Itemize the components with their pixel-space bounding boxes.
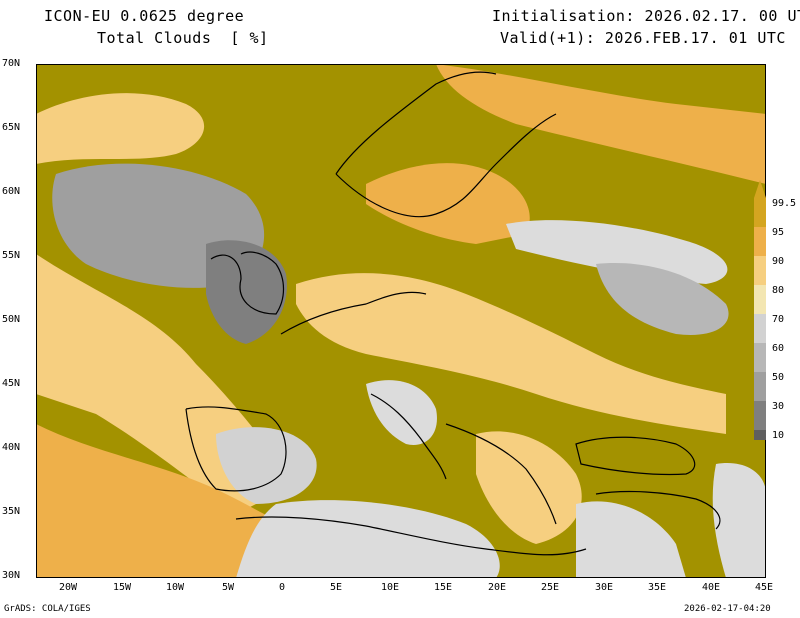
russia-grey	[596, 263, 729, 335]
lat-label-45n: 45N	[2, 378, 21, 389]
turkey-coast	[595, 490, 721, 530]
lon-label-5w: 5W	[222, 582, 235, 593]
legend-label-30: 30	[772, 401, 785, 412]
lon-label-45e: 45E	[755, 582, 774, 593]
legend-label-95: 95	[772, 227, 785, 238]
iberia-coast	[185, 406, 287, 492]
scandinavia-coast	[335, 71, 557, 218]
british-isles-coast	[210, 251, 285, 315]
lon-label-0: 0	[279, 582, 286, 593]
legend-label-80: 80	[772, 285, 785, 296]
lat-label-50n: 50N	[2, 314, 21, 325]
balkan-band	[476, 431, 582, 544]
iberia-clear	[216, 427, 317, 504]
lat-label-55n: 55N	[2, 250, 21, 261]
italy-clear	[366, 380, 437, 445]
black-sea-coast	[575, 436, 696, 476]
legend-label-50: 50	[772, 372, 785, 383]
cloud-cover-map: 70N 65N 60N 55N 50N 45N 40N 35N 30N 20W …	[2, 58, 773, 593]
central-europe-band	[296, 273, 726, 434]
map-canvas	[36, 64, 766, 578]
field-title: Total Clouds [ %]	[97, 29, 269, 47]
legend-swatch-99-5	[754, 198, 766, 227]
lon-label-15e: 15E	[434, 582, 453, 593]
lon-label-15w: 15W	[113, 582, 132, 593]
legend-swatch-10	[754, 430, 766, 440]
lon-label-20w: 20W	[59, 582, 78, 593]
legend-label-99-5: 99.5	[772, 198, 797, 209]
africa-coast	[235, 516, 587, 556]
lat-label-40n: 40N	[2, 442, 21, 453]
legend-swatch-30	[754, 401, 766, 430]
lon-label-30e: 30E	[595, 582, 614, 593]
lon-label-10w: 10W	[166, 582, 185, 593]
grads-credit: GrADS: COLA/IGES	[4, 604, 91, 614]
legend-swatch-70	[754, 314, 766, 343]
legend-label-10: 10	[772, 430, 785, 441]
legend-swatch-90	[754, 256, 766, 285]
legend-label-90: 90	[772, 256, 785, 267]
arctic-band	[436, 64, 766, 184]
legend-swatch-50	[754, 372, 766, 401]
coastlines	[185, 71, 721, 556]
model-title: ICON-EU 0.0625 degree	[44, 7, 245, 25]
legend-label-70: 70	[772, 314, 785, 325]
lon-label-25e: 25E	[541, 582, 560, 593]
valid-time: Valid(+1): 2026.FEB.17. 01 UTC	[500, 29, 786, 47]
middle-east-clear	[712, 463, 766, 578]
east-mediterranean-clear	[576, 501, 686, 578]
balkan-coast	[445, 423, 557, 525]
lat-label-70n: 70N	[2, 58, 21, 69]
north-africa-clear	[236, 500, 500, 578]
lat-label-60n: 60N	[2, 186, 21, 197]
lon-label-20e: 20E	[488, 582, 507, 593]
render-timestamp: 2026-02-17-04:20	[684, 604, 771, 614]
initialisation-time: Initialisation: 2026.02.17. 00 UTC	[492, 7, 800, 25]
italy-coast	[370, 393, 447, 480]
lon-label-35e: 35E	[648, 582, 667, 593]
lon-label-40e: 40E	[702, 582, 721, 593]
north-sea-coast	[280, 291, 427, 335]
legend-swatch-80	[754, 285, 766, 314]
color-legend	[754, 180, 766, 440]
legend-swatch-60	[754, 343, 766, 372]
baltic-clear	[506, 220, 728, 284]
legend-label-60: 60	[772, 343, 785, 354]
scandinavia-band	[366, 163, 530, 244]
north-atlantic-band	[36, 93, 205, 164]
lat-label-30n: 30N	[2, 570, 21, 581]
lat-label-35n: 35N	[2, 506, 21, 517]
legend-top-arrow	[754, 180, 766, 198]
legend-swatch-95	[754, 227, 766, 256]
lon-label-5e: 5E	[330, 582, 343, 593]
lon-label-10e: 10E	[381, 582, 400, 593]
clear-and-low-cloud-areas	[52, 163, 766, 578]
lat-label-65n: 65N	[2, 122, 21, 133]
british-isles-grey	[206, 240, 287, 344]
